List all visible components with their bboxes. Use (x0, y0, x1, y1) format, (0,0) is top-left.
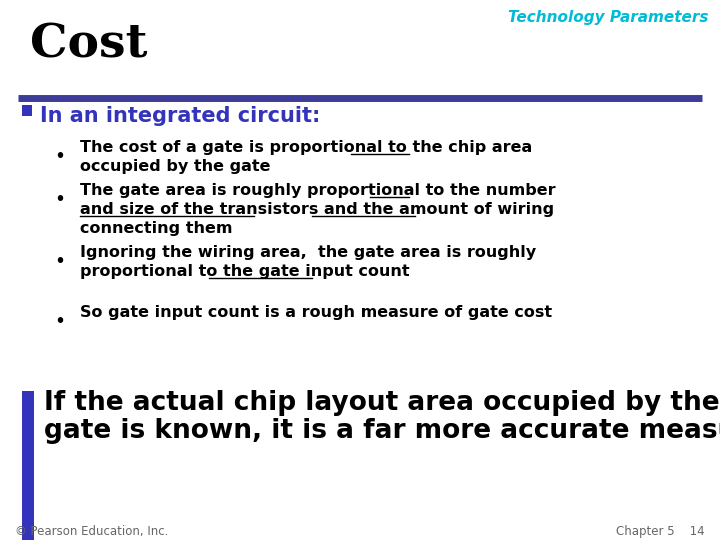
Text: •: • (55, 252, 66, 271)
Text: The gate area is roughly proportional to the number: The gate area is roughly proportional to… (80, 183, 556, 198)
Text: gate is known, it is a far more accurate measure: gate is known, it is a far more accurate… (44, 418, 720, 444)
Text: •: • (55, 190, 66, 209)
Text: proportional to the gate input count: proportional to the gate input count (80, 264, 410, 279)
FancyBboxPatch shape (22, 391, 34, 540)
Text: •: • (55, 312, 66, 331)
Text: occupied by the gate: occupied by the gate (80, 159, 271, 174)
FancyBboxPatch shape (22, 105, 32, 116)
Text: The cost of a gate is proportional to the chip area: The cost of a gate is proportional to th… (80, 140, 532, 155)
Text: •: • (55, 147, 66, 166)
Text: Ignoring the wiring area,  the gate area is roughly: Ignoring the wiring area, the gate area … (80, 245, 536, 260)
Text: Cost: Cost (30, 22, 148, 68)
Text: Chapter 5    14: Chapter 5 14 (616, 525, 705, 538)
Text: If the actual chip layout area occupied by the: If the actual chip layout area occupied … (44, 390, 719, 416)
Text: connecting them: connecting them (80, 221, 233, 236)
Text: In an integrated circuit:: In an integrated circuit: (40, 106, 320, 126)
Text: © Pearson Education, Inc.: © Pearson Education, Inc. (15, 525, 168, 538)
Text: and size of the transistors and the amount of wiring: and size of the transistors and the amou… (80, 202, 554, 217)
Text: So gate input count is a rough measure of gate cost: So gate input count is a rough measure o… (80, 305, 552, 320)
Text: Technology Parameters: Technology Parameters (508, 10, 708, 25)
